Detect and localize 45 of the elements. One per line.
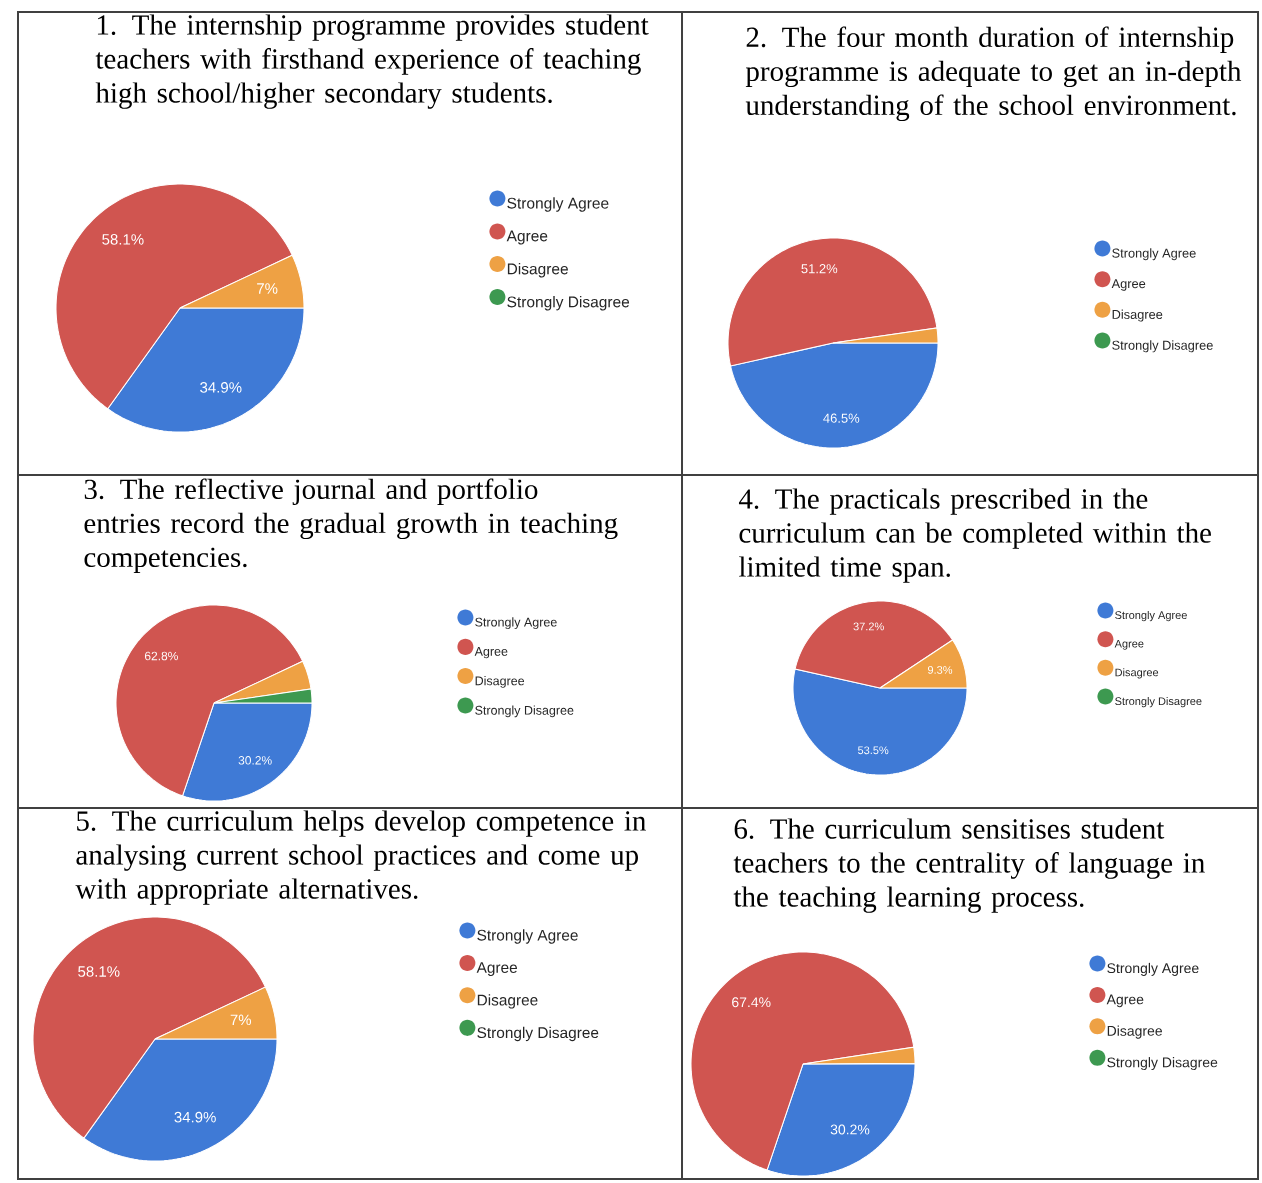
legend-label: Disagree: [1107, 1025, 1162, 1039]
legend-label: Strongly Disagree: [507, 296, 630, 311]
data-label: 53.5%: [857, 746, 889, 755]
data-label: 34.9%: [200, 382, 242, 393]
legend-label: Disagree: [1112, 309, 1163, 322]
legend-label: Strongly Disagree: [1112, 340, 1213, 353]
data-label: 58.1%: [102, 234, 144, 245]
legend-label: Agree: [1106, 994, 1144, 1008]
legend-label: Strongly Agree: [477, 929, 578, 944]
chart-title: 6. The curriculum sensitises student teachers to the centrality of language in the teaching learning process.: [733, 818, 1205, 913]
chart-title: 4. The practicals prescribed in the curriculum can be completed within the limited time span.: [738, 488, 1211, 583]
legend-label: Disagree: [477, 994, 538, 1009]
legend-label: Disagree: [1115, 668, 1159, 679]
legend-label: Agree: [474, 647, 508, 659]
legend-label: Disagree: [475, 676, 525, 688]
legend-label: Strongly Agree: [1112, 248, 1196, 261]
legend-label: Disagree: [507, 263, 568, 278]
data-label: 34.9%: [174, 1111, 216, 1123]
data-label: 9.3%: [927, 666, 953, 674]
data-label: 67.4%: [732, 997, 771, 1008]
data-label: 51.2%: [801, 264, 838, 274]
legend-label: Strongly Disagree: [477, 1026, 599, 1042]
data-label: 46.5%: [823, 413, 860, 423]
legend-label: Agree: [1114, 639, 1144, 650]
legend-label: Strongly Agree: [1107, 962, 1199, 976]
data-label: 62.8%: [144, 651, 178, 661]
legend-label: Strongly Agree: [507, 197, 609, 212]
legend-label: Strongly Agree: [475, 617, 557, 630]
chart-title: 3. The reflective journal and portfolio entries record the gradual growth in teaching competencies.: [84, 478, 618, 574]
chart-title: 1. The internship programme provides student teachers with firsthand experience of teaching high school/higher secondary students.: [95, 14, 649, 109]
legend-label: Strongly Disagree: [1107, 1057, 1218, 1071]
legend-label: Strongly Agree: [1115, 610, 1187, 622]
data-label: 30.2%: [830, 1124, 870, 1135]
legend-label: Strongly Disagree: [1115, 697, 1202, 708]
legend-label: Agree: [1111, 279, 1146, 291]
data-label: 37.2%: [853, 622, 884, 631]
data-label: 7%: [230, 1014, 252, 1026]
legend-label: Agree: [506, 230, 548, 245]
legend-label: Agree: [476, 962, 517, 976]
data-label: 58.1%: [78, 966, 120, 977]
data-label: 7%: [257, 283, 278, 294]
chart-title: 5. The curriculum helps develop competence in analysing current school practices and come up with appropriate alternatives.: [75, 810, 646, 905]
legend-label: Strongly Disagree: [475, 705, 574, 718]
chart-title: 2. The four month duration of internship programme is adequate to get an in-depth understanding of the school environment.: [745, 26, 1242, 122]
data-label: 30.2%: [238, 756, 272, 765]
